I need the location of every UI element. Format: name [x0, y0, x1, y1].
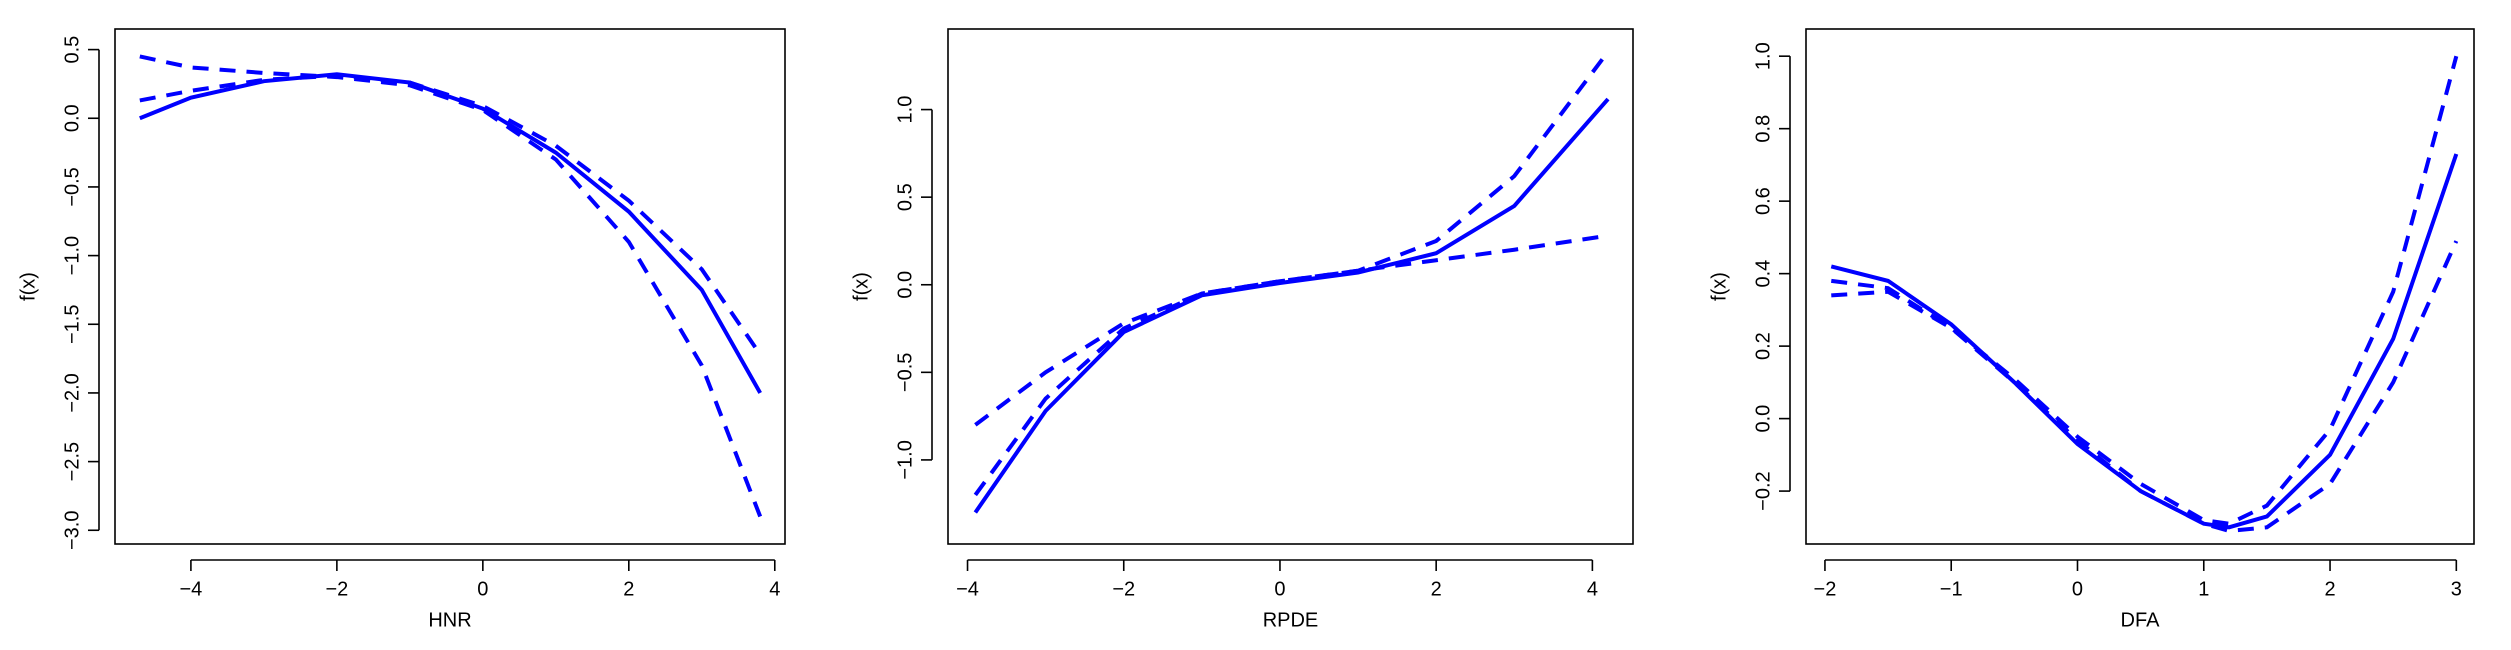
- x-tick-label: 0: [2072, 578, 2083, 600]
- x-axis-label: RPDE: [1263, 609, 1319, 631]
- y-axis-label: f(x): [850, 272, 872, 301]
- x-axis-label: DFA: [2121, 609, 2161, 631]
- y-tick-label: 0.0: [61, 104, 83, 132]
- band-line: [1831, 55, 2459, 526]
- x-tick-label: −1: [1940, 578, 1963, 600]
- fit-line: [1830, 153, 2459, 530]
- y-axis-label: f(x): [1708, 272, 1730, 301]
- x-tick-label: −2: [1814, 578, 1837, 600]
- x-tick-label: 4: [1587, 578, 1598, 600]
- plot-box: [1805, 28, 2475, 545]
- x-tick-label: 0: [1274, 578, 1285, 600]
- y-tick-label: 0.5: [61, 36, 83, 64]
- y-tick-label: −3.0: [61, 511, 83, 550]
- y-tick-label: −2.5: [61, 442, 83, 481]
- y-tick-label: −2.0: [61, 373, 83, 412]
- x-tick-label: 1: [2198, 578, 2209, 600]
- plot-box: [114, 28, 786, 545]
- x-tick-label: −2: [1112, 578, 1135, 600]
- y-tick-label: −1.0: [894, 440, 916, 479]
- y-tick-label: −0.5: [61, 167, 83, 206]
- band-line: [139, 54, 763, 518]
- x-tick-label: −4: [179, 578, 202, 600]
- x-tick-label: 2: [623, 578, 634, 600]
- y-tick-label: 1.0: [1752, 42, 1774, 70]
- y-axis-label: f(x): [17, 272, 39, 301]
- plot-box: [947, 28, 1634, 545]
- fit-line: [139, 72, 762, 394]
- fit-line: [973, 97, 1610, 514]
- y-tick-label: 0.4: [1752, 260, 1774, 288]
- band-line: [974, 233, 1609, 427]
- x-tick-label: −4: [956, 578, 979, 600]
- y-tick-label: 0.6: [1752, 187, 1774, 215]
- x-axis-label: HNR: [428, 609, 471, 631]
- x-tick-label: 0: [477, 578, 488, 600]
- x-tick-label: 2: [2324, 578, 2335, 600]
- y-tick-label: 1.0: [894, 96, 916, 124]
- band-line: [973, 50, 1610, 497]
- y-tick-label: −1.5: [61, 305, 83, 344]
- x-tick-label: −2: [325, 578, 348, 600]
- x-tick-label: 2: [1431, 578, 1442, 600]
- band-line: [1831, 240, 2459, 533]
- band-line: [139, 73, 762, 356]
- y-tick-label: −0.5: [894, 353, 916, 392]
- y-tick-label: 0.2: [1752, 332, 1774, 360]
- y-tick-label: −1.0: [61, 236, 83, 275]
- y-tick-label: 0.8: [1752, 115, 1774, 143]
- y-tick-label: 0.0: [1752, 405, 1774, 433]
- x-tick-label: 4: [769, 578, 780, 600]
- x-tick-label: 3: [2451, 578, 2462, 600]
- y-tick-label: 0.0: [894, 271, 916, 299]
- y-tick-label: −0.2: [1752, 471, 1774, 510]
- y-tick-label: 0.5: [894, 183, 916, 211]
